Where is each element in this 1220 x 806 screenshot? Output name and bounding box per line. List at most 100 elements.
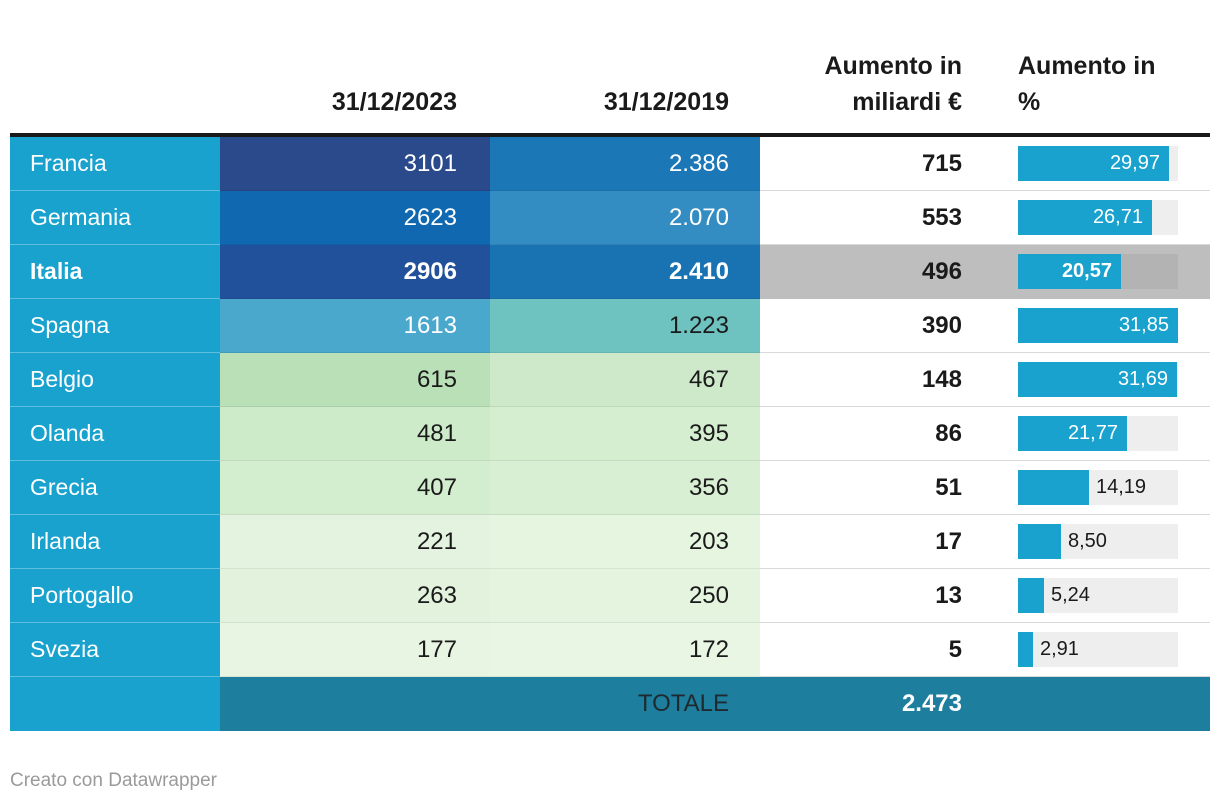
pct-bar-label: 31,85 <box>1118 314 1169 336</box>
total-value: 2.473 <box>760 677 1010 731</box>
column-header-increase-pct-line2: % <box>1018 88 1041 116</box>
increase-abs-cell: 86 <box>760 407 1010 461</box>
credit-text: Creato con Datawrapper <box>10 770 217 791</box>
value-2019-cell: 172 <box>490 623 760 677</box>
pct-bar-track: 31,69 <box>1018 362 1178 397</box>
table-row: Francia 3101 2.386 715 29,97 <box>10 137 1210 191</box>
increase-pct-cell: 20,57 <box>1010 245 1210 299</box>
value-2023-cell: 221 <box>220 515 490 569</box>
increase-abs-cell: 5 <box>760 623 1010 677</box>
increase-abs-cell: 17 <box>760 515 1010 569</box>
pct-bar-track: 14,19 <box>1018 470 1178 505</box>
increase-abs-cell: 553 <box>760 191 1010 245</box>
pct-bar-label: 26,71 <box>1092 206 1143 228</box>
pct-bar-track: 8,50 <box>1018 524 1178 559</box>
table-row: Grecia 407 356 51 14,19 <box>10 461 1210 515</box>
pct-bar <box>1018 308 1178 343</box>
pct-bar-label: 20,57 <box>1061 260 1112 282</box>
value-2019-cell: 467 <box>490 353 760 407</box>
total-row-spacer <box>10 677 220 731</box>
pct-bar <box>1018 470 1089 505</box>
pct-bar <box>1018 254 1121 289</box>
pct-bar <box>1018 200 1152 235</box>
pct-bar-track: 21,77 <box>1018 416 1178 451</box>
increase-abs-cell: 496 <box>760 245 1010 299</box>
pct-bar <box>1018 632 1033 667</box>
value-2019-cell: 2.410 <box>490 245 760 299</box>
table-row: Germania 2623 2.070 553 26,71 <box>10 191 1210 245</box>
header-divider <box>10 133 1210 137</box>
total-row-empty-2023 <box>220 677 490 731</box>
value-2019-cell: 250 <box>490 569 760 623</box>
table-row: Irlanda 221 203 17 8,50 <box>10 515 1210 569</box>
pct-bar-label: 21,77 <box>1067 422 1118 444</box>
increase-abs-cell: 715 <box>760 137 1010 191</box>
total-row-empty-pct <box>1010 677 1210 731</box>
column-header-increase-abs: Aumento in miliardi € <box>760 48 1010 120</box>
pct-bar-label: 31,69 <box>1117 368 1168 390</box>
column-header-increase-abs-line1: Aumento in <box>824 52 963 80</box>
table-row: Belgio 615 467 148 31,69 <box>10 353 1210 407</box>
table-row: Olanda 481 395 86 21,77 <box>10 407 1210 461</box>
increase-abs-cell: 51 <box>760 461 1010 515</box>
country-cell: Francia <box>10 137 220 191</box>
table-row: Portogallo 263 250 13 5,24 <box>10 569 1210 623</box>
value-2023-cell: 3101 <box>220 137 490 191</box>
value-2019-cell: 356 <box>490 461 760 515</box>
value-2019-cell: 2.386 <box>490 137 760 191</box>
country-cell: Portogallo <box>10 569 220 623</box>
table-body: Francia 3101 2.386 715 29,97 Germania 26… <box>10 137 1210 677</box>
pct-bar-label: 29,97 <box>1109 152 1160 174</box>
pct-bar-track: 31,85 <box>1018 308 1178 343</box>
pct-bar <box>1018 362 1177 397</box>
pct-bar-track: 5,24 <box>1018 578 1178 613</box>
increase-pct-cell: 8,50 <box>1010 515 1210 569</box>
country-cell: Spagna <box>10 299 220 353</box>
pct-bar-track: 26,71 <box>1018 200 1178 235</box>
increase-pct-cell: 2,91 <box>1010 623 1210 677</box>
increase-pct-cell: 31,69 <box>1010 353 1210 407</box>
pct-bar <box>1018 578 1044 613</box>
country-cell: Belgio <box>10 353 220 407</box>
value-2023-cell: 177 <box>220 623 490 677</box>
column-header-country <box>10 0 220 120</box>
value-2019-cell: 2.070 <box>490 191 760 245</box>
pct-bar <box>1018 146 1169 181</box>
column-header-2019: 31/12/2019 <box>603 88 729 116</box>
value-2023-cell: 1613 <box>220 299 490 353</box>
value-2023-cell: 407 <box>220 461 490 515</box>
pct-bar-track: 20,57 <box>1018 254 1178 289</box>
value-2019-cell: 203 <box>490 515 760 569</box>
country-cell: Olanda <box>10 407 220 461</box>
increase-pct-cell: 29,97 <box>1010 137 1210 191</box>
column-header-increase-abs-line2: miliardi € <box>852 88 962 116</box>
increase-pct-cell: 31,85 <box>1010 299 1210 353</box>
column-header-2023: 31/12/2023 <box>331 88 457 116</box>
value-2023-cell: 263 <box>220 569 490 623</box>
country-cell: Italia <box>10 245 220 299</box>
table-row: Spagna 1613 1.223 390 31,85 <box>10 299 1210 353</box>
pct-bar-track: 29,97 <box>1018 146 1178 181</box>
increase-pct-cell: 14,19 <box>1010 461 1210 515</box>
increase-pct-cell: 5,24 <box>1010 569 1210 623</box>
value-2023-cell: 2623 <box>220 191 490 245</box>
country-cell: Svezia <box>10 623 220 677</box>
table-row: Svezia 177 172 5 2,91 <box>10 623 1210 677</box>
country-cell: Grecia <box>10 461 220 515</box>
table-header: 31/12/2023 31/12/2019 Aumento in miliard… <box>10 0 1210 133</box>
value-2023-cell: 615 <box>220 353 490 407</box>
increase-abs-cell: 13 <box>760 569 1010 623</box>
increase-pct-cell: 21,77 <box>1010 407 1210 461</box>
total-label: TOTALE <box>490 677 760 731</box>
value-2019-cell: 1.223 <box>490 299 760 353</box>
pct-bar-label: 2,91 <box>1040 638 1079 660</box>
increase-abs-cell: 148 <box>760 353 1010 407</box>
column-header-increase-pct-line1: Aumento in <box>1018 52 1156 80</box>
pct-bar-label: 8,50 <box>1068 530 1107 552</box>
pct-bar <box>1018 524 1061 559</box>
pct-bar-track: 2,91 <box>1018 632 1178 667</box>
column-header-increase-pct: Aumento in % <box>1010 48 1210 120</box>
increase-abs-cell: 390 <box>760 299 1010 353</box>
country-cell: Germania <box>10 191 220 245</box>
